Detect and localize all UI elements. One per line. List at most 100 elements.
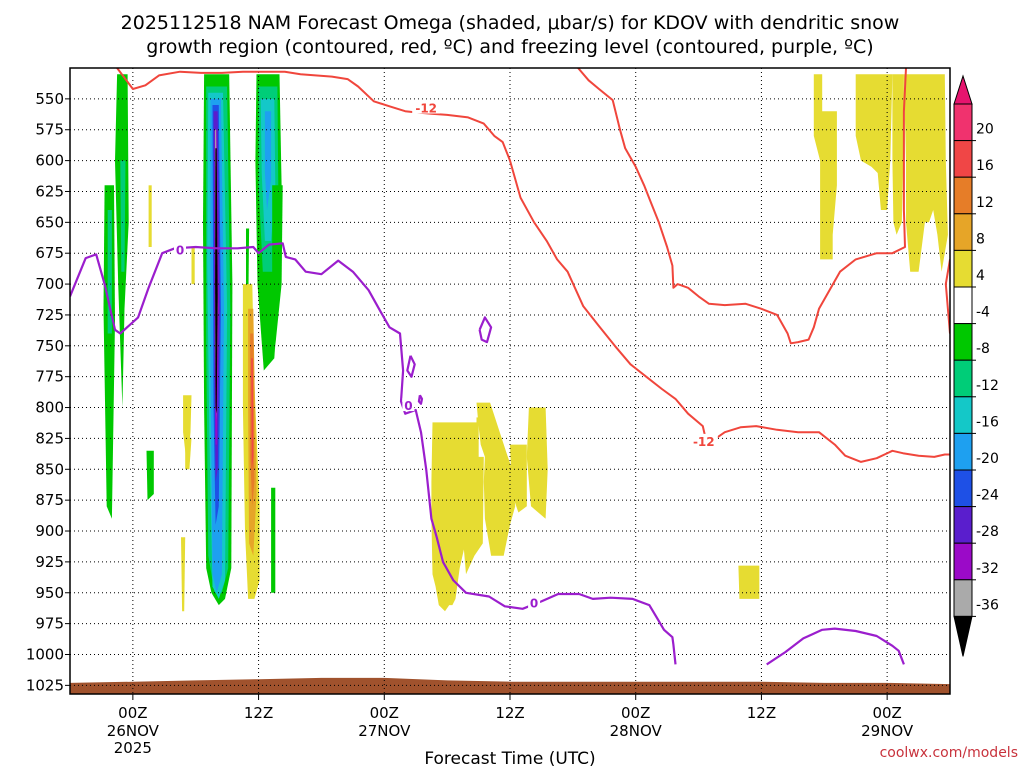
omega-region-32 xyxy=(476,417,479,457)
contour-label-bg-3 xyxy=(402,398,415,412)
y-tick-label-950: 950 xyxy=(35,584,64,602)
x-tick-label-48: 00Z xyxy=(370,704,399,722)
contour-label-bg-1 xyxy=(689,433,718,447)
grid-layer xyxy=(70,68,950,694)
colorbar-swatch-10 xyxy=(953,469,973,508)
colorbar-swatch-2 xyxy=(953,176,973,215)
y-tick-label-900: 900 xyxy=(35,522,64,540)
y-tick-label-1000: 1000 xyxy=(26,645,64,663)
colorbar-label-1: 16 xyxy=(976,158,994,174)
y-tick-label-575: 575 xyxy=(35,121,64,139)
plot-area: -12 -12 0 0 0 xyxy=(69,67,951,695)
freezing-contour-4 xyxy=(417,394,424,405)
colorbar-top-arrow xyxy=(953,74,973,105)
colorbar-swatch-6 xyxy=(953,323,973,361)
omega-region-28 xyxy=(191,247,195,285)
colorbar-label-12: -32 xyxy=(976,561,999,577)
y-tick-label-925: 925 xyxy=(35,553,64,571)
x-tick-label-96: 00Z xyxy=(872,704,901,722)
dgz-contour-1 xyxy=(577,68,907,345)
colorbar: 20 16 12 8 4 -4 -8 -12 -16 -20 -24 -28 -32 -36 xyxy=(953,74,999,657)
x-tick-date-24: 26NOV xyxy=(107,722,160,740)
colorbar-label-6: -8 xyxy=(976,341,990,357)
colorbar-bottom-arrow xyxy=(953,615,973,657)
omega-region-19 xyxy=(272,185,283,346)
dgz-contour-2 xyxy=(944,259,950,334)
y-tick-label-750: 750 xyxy=(35,337,64,355)
terrain-layer xyxy=(70,677,950,694)
colorbar-swatch-5 xyxy=(953,286,973,325)
colorbar-label-0: 20 xyxy=(976,122,994,138)
colorbar-swatch-12 xyxy=(953,542,973,581)
freezing-contour-3 xyxy=(406,355,416,378)
omega-region-4 xyxy=(146,450,154,501)
omega-region-37 xyxy=(855,74,893,210)
colorbar-label-3: 8 xyxy=(976,231,985,247)
x-tick-date-72: 28NOV xyxy=(610,722,663,740)
contour-label-bg-0 xyxy=(412,100,441,114)
y-tick-label-800: 800 xyxy=(35,399,64,417)
colorbar-swatch-1 xyxy=(953,140,973,178)
colorbar-swatch-9 xyxy=(953,432,973,471)
freezing-level-layer xyxy=(70,242,905,666)
colorbar-swatch-7 xyxy=(953,359,973,398)
omega-region-13 xyxy=(215,148,218,414)
omega-region-2 xyxy=(103,185,115,519)
y-tick-label-825: 825 xyxy=(35,429,64,447)
x-tick-year-24: 2025 xyxy=(114,739,152,757)
omega-region-33 xyxy=(526,407,548,519)
x-tick-label-84: 12Z xyxy=(747,704,776,722)
colorbar-label-9: -20 xyxy=(976,451,999,467)
colorbar-label-13: -36 xyxy=(976,597,999,613)
omega-region-36 xyxy=(813,74,837,260)
dgz-contour-0 xyxy=(116,68,950,463)
omega-region-18 xyxy=(264,111,272,210)
colorbar-label-2: 12 xyxy=(976,195,994,211)
colorbar-label-4: 4 xyxy=(976,268,985,284)
contour-label-1: -12 xyxy=(693,435,715,449)
colorbar-label-7: -12 xyxy=(976,378,999,394)
dgz-contour-layer xyxy=(116,68,950,463)
omega-region-26 xyxy=(183,395,192,470)
y-tick-label-875: 875 xyxy=(35,491,64,509)
colorbar-swatch-8 xyxy=(953,396,973,434)
freezing-contour-2 xyxy=(478,316,493,344)
omega-region-20 xyxy=(271,487,276,593)
contour-label-layer: -12 -12 0 0 0 xyxy=(174,100,718,611)
omega-region-38 xyxy=(892,74,904,235)
y-tick-label-850: 850 xyxy=(35,460,64,478)
omega-region-27 xyxy=(185,438,192,470)
colorbar-swatch-13 xyxy=(953,579,973,617)
y-axis: 550 575 600 625 650 675 700 725 750 775 800 825 850 8… xyxy=(26,90,70,694)
terrain-band xyxy=(70,677,950,694)
omega-region-34 xyxy=(510,444,527,513)
y-tick-label-775: 775 xyxy=(35,368,64,386)
chart-title-line1: 2025112518 NAM Forecast Omega (shaded, μ… xyxy=(121,12,900,34)
colorbar-swatch-0 xyxy=(953,103,973,142)
colorbar-swatch-11 xyxy=(953,506,973,544)
contour-label-0: -12 xyxy=(415,102,437,116)
y-tick-label-1025: 1025 xyxy=(26,676,64,694)
contour-label-4: 0 xyxy=(530,597,538,611)
x-axis-label: Forecast Time (UTC) xyxy=(424,749,595,768)
omega-region-1 xyxy=(120,160,126,272)
colorbar-swatch-3 xyxy=(953,213,973,251)
colorbar-label-10: -24 xyxy=(976,488,999,504)
omega-region-25 xyxy=(148,185,152,247)
contour-label-bg-4 xyxy=(528,595,541,609)
y-tick-label-600: 600 xyxy=(35,152,64,170)
omega-region-31 xyxy=(476,402,516,556)
colorbar-label-8: -16 xyxy=(976,414,999,430)
contour-label-bg-2 xyxy=(174,242,186,256)
x-tick-label-36: 12Z xyxy=(244,704,273,722)
freezing-contour-0 xyxy=(70,242,677,665)
y-tick-label-725: 725 xyxy=(35,306,64,324)
colorbar-label-11: -28 xyxy=(976,524,999,540)
x-tick-label-24: 00Z xyxy=(118,704,147,722)
x-tick-date-96: 29NOV xyxy=(861,722,914,740)
y-tick-label-700: 700 xyxy=(35,275,64,293)
x-tick-label-60: 12Z xyxy=(495,704,524,722)
y-tick-label-975: 975 xyxy=(35,615,64,633)
